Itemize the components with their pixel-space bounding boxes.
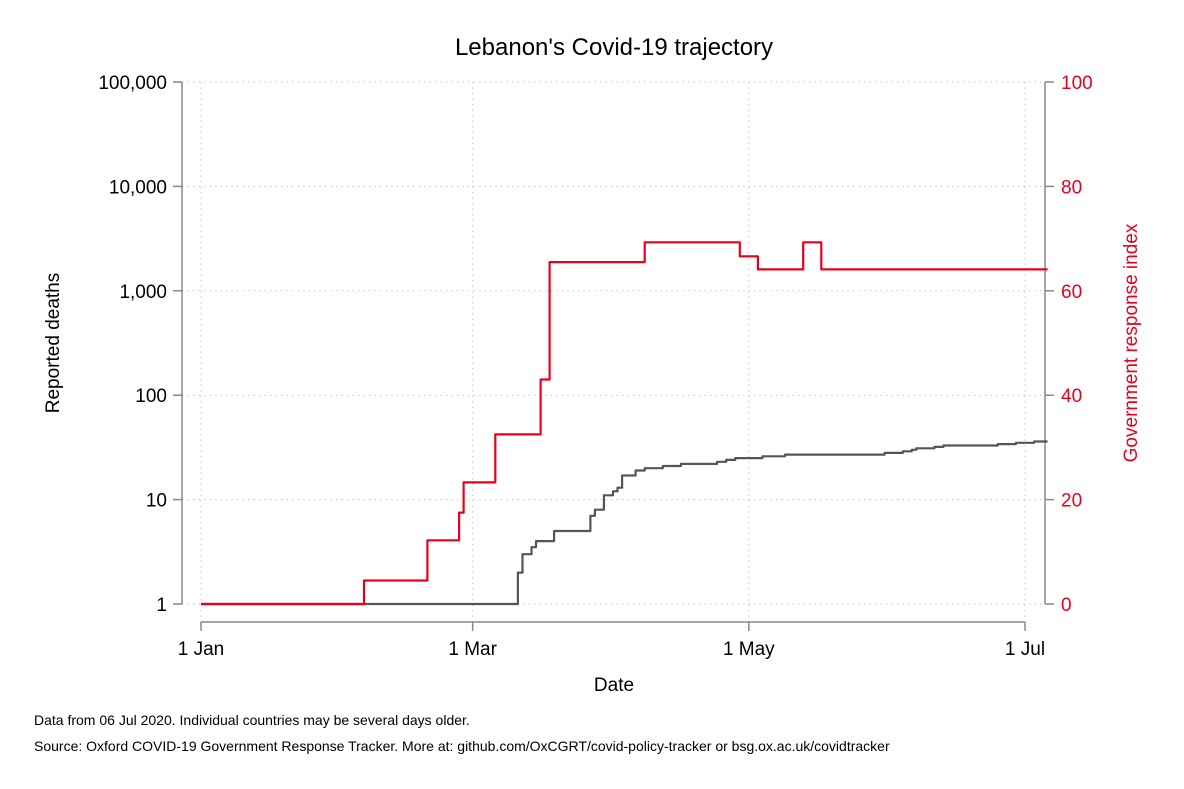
left-tick-label: 10 — [146, 491, 167, 512]
right-tick-label: 100 — [1061, 73, 1093, 94]
bottom-tick-label: 1 Jan — [178, 639, 224, 660]
left-axis-ticks: 1 10 100 1,000 10,000 100,000 — [98, 73, 182, 616]
grid — [182, 81, 1045, 622]
bottom-tick-label: 1 May — [723, 639, 775, 660]
right-tick-label: 0 — [1061, 595, 1072, 616]
right-axis-ticks: 0 20 40 60 80 100 — [1045, 73, 1093, 616]
data-note: Data from 06 Jul 2020. Individual countr… — [34, 712, 470, 728]
right-tick-label: 80 — [1061, 177, 1082, 198]
right-tick-label: 20 — [1061, 491, 1082, 512]
series-layer — [201, 241, 1048, 606]
axes — [181, 82, 1046, 623]
series-line-response-index — [201, 241, 1048, 606]
bottom-tick-label: 1 Jul — [1005, 639, 1045, 660]
bottom-axis-ticks: 1 Jan 1 Mar 1 May 1 Jul — [178, 622, 1045, 660]
chart-title: Lebanon's Covid-19 trajectory — [455, 34, 773, 61]
right-tick-label: 60 — [1061, 282, 1082, 303]
left-tick-label: 100,000 — [98, 73, 167, 94]
source-note: Source: Oxford COVID-19 Government Respo… — [34, 738, 890, 754]
left-axis-title: Reported deaths — [43, 273, 64, 414]
left-tick-label: 1 — [156, 595, 167, 616]
right-axis-title: Government response index — [1121, 223, 1142, 462]
left-tick-label: 100 — [135, 386, 167, 407]
left-tick-label: 10,000 — [109, 177, 167, 198]
bottom-tick-label: 1 Mar — [448, 639, 497, 660]
left-tick-label: 1,000 — [119, 282, 167, 303]
series-line-deaths — [201, 440, 1048, 606]
x-axis-title: Date — [594, 675, 634, 696]
right-tick-label: 40 — [1061, 386, 1082, 407]
